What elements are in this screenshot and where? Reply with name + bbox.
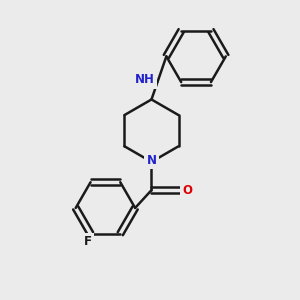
Text: NH: NH xyxy=(135,74,155,86)
Text: N: N xyxy=(146,154,157,167)
Text: O: O xyxy=(182,184,192,196)
Text: F: F xyxy=(84,235,92,248)
Text: O: O xyxy=(182,184,192,196)
Text: F: F xyxy=(84,235,92,248)
Text: NH: NH xyxy=(135,74,155,86)
Text: N: N xyxy=(146,154,157,167)
